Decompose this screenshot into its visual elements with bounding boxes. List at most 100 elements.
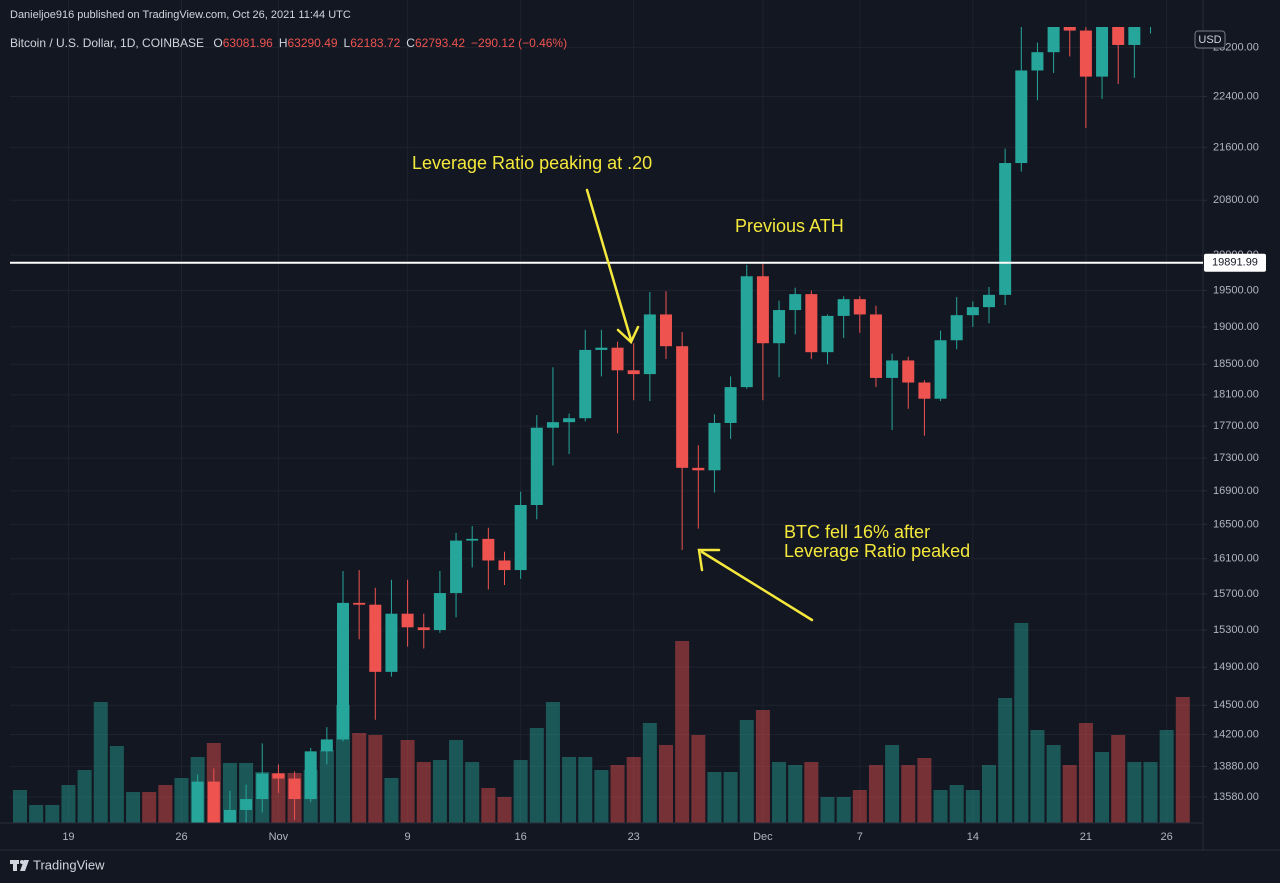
volume-bar: [755, 710, 770, 823]
candle-body: [272, 773, 285, 779]
annotation-arrows: [585, 188, 814, 622]
candle-body: [918, 382, 931, 399]
candle-body: [805, 294, 818, 353]
y-tick-label: 16900.00: [1213, 485, 1259, 497]
y-tick-label: 21600.00: [1213, 141, 1259, 153]
x-tick-label: Dec: [753, 831, 773, 843]
volume-bar: [659, 745, 673, 823]
ohlc-value: 62183.72: [350, 36, 401, 50]
volume-bar: [949, 785, 964, 823]
volume-bar: [545, 702, 560, 823]
candle-body: [240, 799, 253, 810]
y-tick-label: 20800.00: [1213, 194, 1259, 206]
candle-body: [724, 387, 737, 423]
candle-body: [966, 307, 979, 316]
candle-body: [320, 739, 333, 752]
candle-body: [1096, 27, 1109, 77]
volume-bar: [416, 762, 431, 823]
annotation: Leverage Ratio peaked: [784, 541, 970, 561]
candle-body: [692, 467, 705, 471]
candle-body: [482, 538, 495, 561]
candle-body: [191, 781, 204, 823]
candle-body: [886, 360, 899, 378]
candle-body: [1047, 27, 1060, 53]
logo-part: [20, 860, 29, 871]
brand: TradingView: [33, 857, 105, 872]
volume-bar: [481, 788, 496, 823]
volume-bar: [45, 805, 60, 823]
y-tick-label: 16500.00: [1213, 518, 1259, 530]
candle-body: [1015, 70, 1028, 164]
volume-bar: [384, 778, 399, 823]
candle-body: [385, 613, 398, 672]
y-tick-label: 17700.00: [1213, 420, 1259, 432]
candle-body: [1128, 27, 1141, 45]
change: −290.12 (−0.46%): [471, 36, 568, 50]
brand-logo: [10, 860, 29, 871]
candle-body: [708, 422, 721, 471]
candle-body: [869, 314, 882, 378]
currency-badge: [1194, 30, 1226, 49]
y-tick-label: 13880.00: [1213, 760, 1259, 772]
volume-bar: [1046, 745, 1061, 823]
arrow: [585, 188, 633, 342]
x-tick-label: 26: [175, 831, 187, 843]
candle-body: [369, 604, 382, 672]
volume-bar: [933, 790, 948, 823]
candle-body: [563, 418, 576, 423]
candle-body: [1063, 27, 1076, 31]
annotation: Previous ATH: [735, 216, 844, 236]
volume-bar: [852, 790, 867, 823]
candle-body: [740, 276, 753, 388]
x-tick-label: 14: [967, 831, 979, 843]
candle-body: [417, 627, 430, 631]
x-tick-label: 21: [1080, 831, 1092, 843]
candle-body: [288, 778, 301, 800]
candle-body: [1031, 52, 1044, 71]
published-line: Danieljoe916 published on TradingView.co…: [10, 9, 351, 21]
volume-bar: [158, 785, 173, 823]
volume-bar: [174, 778, 189, 823]
volume-bar: [1175, 697, 1190, 823]
y-tick-label: 19000.00: [1213, 321, 1259, 333]
candle-body: [837, 299, 850, 316]
candle-body: [353, 602, 366, 605]
volume-bar: [400, 740, 415, 823]
volume-bar: [982, 765, 996, 823]
volume-bar: [691, 735, 706, 823]
x-tick-label: 16: [515, 831, 527, 843]
volume-bar: [707, 772, 722, 823]
volume-bar: [804, 762, 819, 823]
axis-layer: 23200.0022400.0021600.0020800.0020000.00…: [10, 41, 1266, 843]
symbol-line: Bitcoin / U.S. Dollar, 1D, COINBASE O630…: [10, 36, 567, 50]
volume-bar: [594, 770, 609, 823]
logo-part: [13, 860, 17, 871]
volume-bar: [723, 772, 738, 823]
volume-bar: [1078, 723, 1093, 823]
candle-body: [756, 276, 769, 344]
candle-body: [337, 602, 349, 740]
ohlc-label: O: [213, 36, 223, 50]
x-tick-label: 26: [1161, 831, 1173, 843]
volume-bar: [93, 702, 108, 823]
arrow-head: [697, 548, 721, 572]
ohlc-value: 62793.42: [414, 36, 466, 50]
currency-label: USD: [1198, 34, 1221, 46]
volume-bar: [319, 750, 334, 823]
volume-bar: [998, 698, 1013, 823]
y-tick-label: 16100.00: [1213, 553, 1259, 565]
volume-bar: [739, 720, 754, 823]
volume-bar: [1014, 623, 1029, 823]
y-tick-label: 19500.00: [1213, 284, 1259, 296]
volume-bar: [513, 760, 528, 823]
candle-body: [498, 560, 511, 571]
candle-body: [660, 314, 672, 347]
ohlc-label: L: [343, 36, 351, 50]
volume-bar: [562, 757, 577, 823]
x-tick-label: 19: [62, 831, 74, 843]
volume-bar: [449, 740, 464, 823]
candle-body: [546, 422, 559, 428]
volume-bar: [868, 765, 883, 823]
